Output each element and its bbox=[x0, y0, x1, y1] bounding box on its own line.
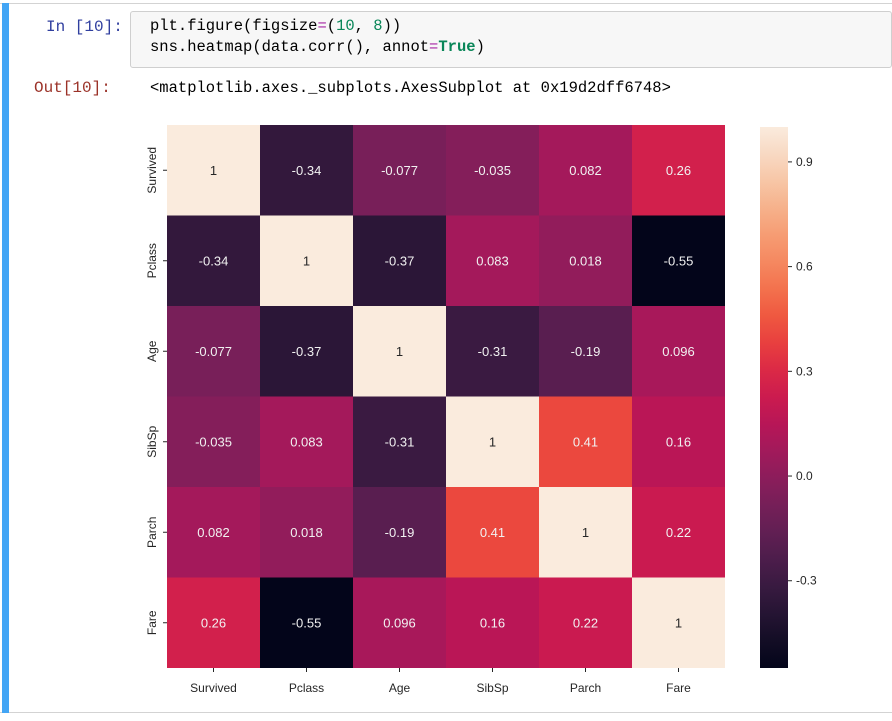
svg-text:0.018: 0.018 bbox=[290, 525, 323, 540]
svg-text:0.018: 0.018 bbox=[569, 253, 602, 268]
svg-text:-0.37: -0.37 bbox=[292, 344, 322, 359]
svg-text:-0.19: -0.19 bbox=[571, 344, 601, 359]
svg-text:0.096: 0.096 bbox=[662, 344, 695, 359]
svg-text:1: 1 bbox=[303, 253, 310, 268]
svg-text:-0.34: -0.34 bbox=[292, 163, 322, 178]
svg-text:Fare: Fare bbox=[145, 610, 159, 635]
svg-text:0.22: 0.22 bbox=[666, 525, 691, 540]
svg-text:1: 1 bbox=[582, 525, 589, 540]
svg-text:-0.19: -0.19 bbox=[385, 525, 415, 540]
svg-text:-0.077: -0.077 bbox=[195, 344, 232, 359]
svg-text:-0.31: -0.31 bbox=[385, 434, 415, 449]
svg-text:0.3: 0.3 bbox=[796, 364, 813, 378]
svg-text:0.16: 0.16 bbox=[666, 434, 691, 449]
svg-text:0.26: 0.26 bbox=[666, 163, 691, 178]
svg-text:Parch: Parch bbox=[145, 517, 159, 548]
svg-text:0.083: 0.083 bbox=[476, 253, 509, 268]
svg-text:Fare: Fare bbox=[666, 681, 691, 695]
svg-text:0.16: 0.16 bbox=[480, 615, 505, 630]
svg-text:1: 1 bbox=[489, 434, 496, 449]
svg-text:0.9: 0.9 bbox=[796, 155, 813, 169]
svg-text:-0.3: -0.3 bbox=[796, 574, 817, 588]
svg-text:Survived: Survived bbox=[145, 147, 159, 194]
svg-text:Age: Age bbox=[389, 681, 411, 695]
svg-text:-0.37: -0.37 bbox=[385, 253, 415, 268]
svg-text:SibSp: SibSp bbox=[145, 425, 159, 457]
svg-text:0.0: 0.0 bbox=[796, 469, 813, 483]
svg-text:-0.035: -0.035 bbox=[195, 434, 232, 449]
svg-text:0.22: 0.22 bbox=[573, 615, 598, 630]
svg-text:0.41: 0.41 bbox=[480, 525, 505, 540]
svg-text:SibSp: SibSp bbox=[476, 681, 508, 695]
svg-text:0.083: 0.083 bbox=[290, 434, 323, 449]
svg-text:0.096: 0.096 bbox=[383, 615, 416, 630]
svg-text:1: 1 bbox=[396, 344, 403, 359]
svg-text:0.41: 0.41 bbox=[573, 434, 598, 449]
svg-text:-0.34: -0.34 bbox=[199, 253, 229, 268]
svg-text:0.082: 0.082 bbox=[197, 525, 230, 540]
svg-text:Pclass: Pclass bbox=[289, 681, 324, 695]
svg-text:1: 1 bbox=[210, 163, 217, 178]
svg-text:0.6: 0.6 bbox=[796, 260, 813, 274]
svg-text:Survived: Survived bbox=[190, 681, 237, 695]
svg-text:-0.55: -0.55 bbox=[664, 253, 694, 268]
svg-text:0.26: 0.26 bbox=[201, 615, 226, 630]
svg-text:-0.077: -0.077 bbox=[381, 163, 418, 178]
svg-text:-0.31: -0.31 bbox=[478, 344, 508, 359]
svg-text:-0.035: -0.035 bbox=[474, 163, 511, 178]
svg-text:Age: Age bbox=[145, 340, 159, 362]
svg-text:Parch: Parch bbox=[570, 681, 601, 695]
svg-text:0.082: 0.082 bbox=[569, 163, 602, 178]
svg-text:-0.55: -0.55 bbox=[292, 615, 322, 630]
svg-text:1: 1 bbox=[675, 615, 682, 630]
svg-text:Pclass: Pclass bbox=[145, 243, 159, 278]
